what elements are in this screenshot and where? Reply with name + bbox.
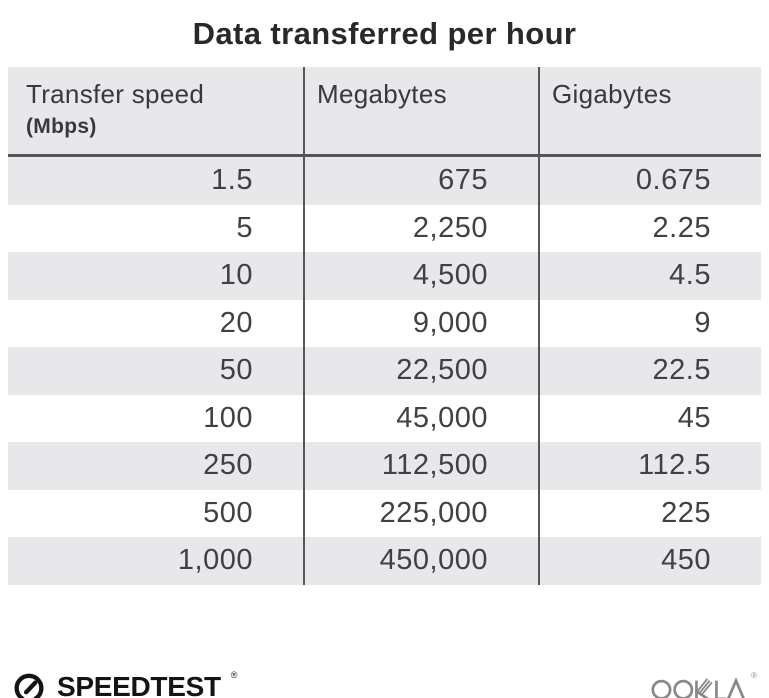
header-label-gigabytes: Gigabytes [552, 79, 672, 109]
cell-speed: 50 [219, 354, 253, 387]
cell-speed: 250 [203, 449, 253, 482]
cell-megabytes: 4,500 [303, 252, 538, 300]
table-row: 100 45,000 45 [8, 394, 761, 442]
cell-megabytes: 45,000 [303, 394, 538, 442]
cell-megabytes: 2,250 [303, 204, 538, 252]
cell-speed: 5 [236, 211, 253, 244]
registered-trademark-icon: ® [751, 671, 757, 680]
cell-speed: 100 [203, 401, 253, 434]
cell-megabytes: 675 [303, 157, 538, 205]
cell-gigabytes: 2.25 [538, 204, 761, 252]
footer: SPEEDTEST ® ® [0, 664, 769, 698]
cell-gigabytes: 22.5 [538, 347, 761, 395]
speedtest-wordmark: SPEEDTEST [57, 671, 221, 698]
cell-speed: 500 [203, 496, 253, 529]
cell-speed: 10 [219, 259, 253, 292]
data-table: Transfer speed (Mbps) Megabytes Gigabyte… [8, 67, 761, 585]
cell-megabytes: 9,000 [303, 299, 538, 347]
cell-gigabytes: 4.5 [538, 252, 761, 300]
cell-gigabytes: 45 [538, 394, 761, 442]
cell-megabytes: 22,500 [303, 347, 538, 395]
table-row: 1,000 450,000 450 [8, 537, 761, 585]
cell-gigabytes: 112.5 [538, 442, 761, 490]
cell-gigabytes: 0.675 [538, 157, 761, 205]
header-cell-gigabytes: Gigabytes [538, 67, 761, 154]
table-row: 50 22,500 22.5 [8, 347, 761, 395]
header-cell-megabytes: Megabytes [303, 67, 538, 154]
ookla-wordmark: ® [651, 670, 757, 698]
cell-megabytes: 225,000 [303, 489, 538, 537]
cell-gigabytes: 450 [538, 537, 761, 585]
table-row: 1.5 675 0.675 [8, 157, 761, 205]
header-sublabel-mbps: (Mbps) [26, 115, 97, 138]
header-label-megabytes: Megabytes [317, 79, 447, 109]
cell-gigabytes: 225 [538, 489, 761, 537]
cell-megabytes: 112,500 [303, 442, 538, 490]
cell-speed: 1.5 [211, 164, 253, 197]
table-row: 250 112,500 112.5 [8, 442, 761, 490]
header-label-transfer-speed: Transfer speed [26, 79, 205, 109]
table-header-row: Transfer speed (Mbps) Megabytes Gigabyte… [8, 67, 761, 157]
cell-speed: 1,000 [177, 544, 253, 577]
table-row: 20 9,000 9 [8, 299, 761, 347]
cell-gigabytes: 9 [538, 299, 761, 347]
gauge-icon [10, 668, 48, 698]
table-row: 5 2,250 2.25 [8, 204, 761, 252]
table-row: 10 4,500 4.5 [8, 252, 761, 300]
header-cell-transfer-speed: Transfer speed (Mbps) [8, 67, 303, 154]
speedtest-logo: SPEEDTEST ® [10, 668, 237, 698]
cell-speed: 20 [219, 306, 253, 339]
registered-trademark-icon: ® [230, 670, 238, 680]
cell-megabytes: 450,000 [303, 537, 538, 585]
ookla-logo-icon [651, 677, 745, 698]
table-row: 500 225,000 225 [8, 489, 761, 537]
page-title: Data transferred per hour [192, 16, 577, 51]
